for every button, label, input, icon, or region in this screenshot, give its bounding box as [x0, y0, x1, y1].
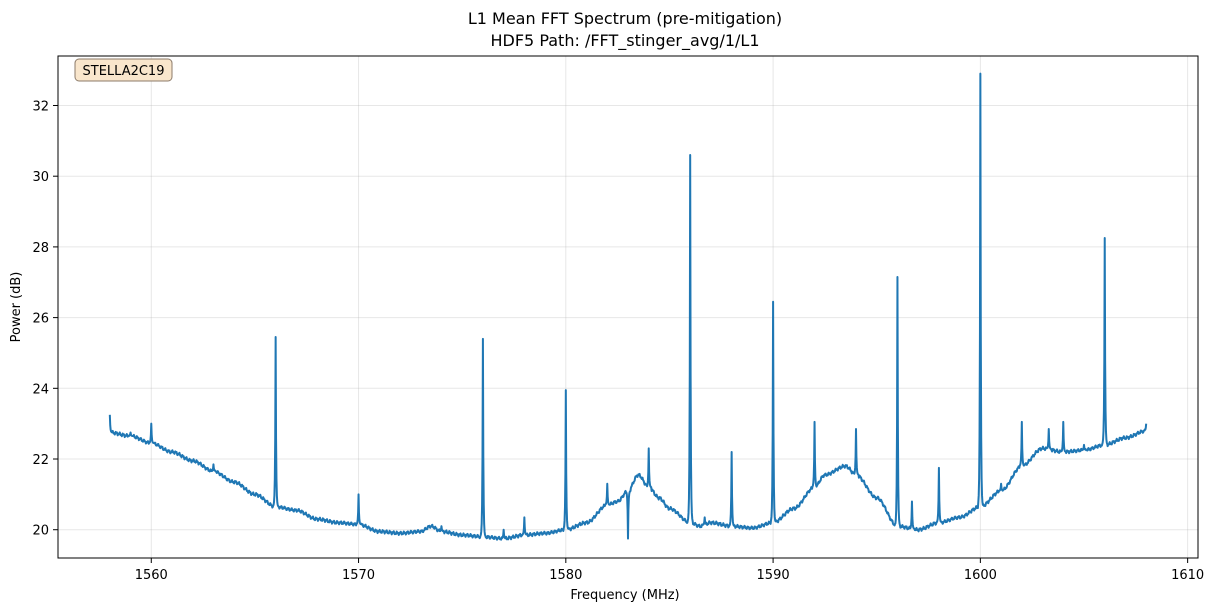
- axes-frame: [57, 55, 1199, 559]
- x-axis-ticks: 1560 1570 1580 1590 1600 1610: [135, 558, 1204, 583]
- station-annotation: STELLA2C19: [74, 58, 173, 82]
- y-axis-ticks: 20 22 24 26 28 30 32: [32, 99, 58, 539]
- y-tick-label: 24: [32, 382, 49, 397]
- series-line: [108, 72, 1148, 541]
- x-tick-label: 1590: [757, 568, 790, 583]
- plot-area: [108, 72, 1148, 541]
- chart-subtitle: HDF5 Path: /FFT_stinger_avg/1/L1: [491, 31, 760, 51]
- y-tick-label: 22: [32, 453, 49, 468]
- annotation-background: [74, 58, 173, 82]
- y-tick-label: 32: [32, 99, 49, 114]
- y-axis-label: Power (dB): [9, 272, 24, 343]
- x-tick-label: 1600: [964, 568, 997, 583]
- grid-lines: [58, 56, 1198, 558]
- x-tick-label: 1580: [549, 568, 582, 583]
- y-tick-label: 30: [32, 170, 49, 185]
- annotation-text: STELLA2C19: [83, 64, 165, 79]
- x-tick-label: 1610: [1171, 568, 1204, 583]
- x-tick-label: 1570: [342, 568, 375, 583]
- x-tick-label: 1560: [135, 568, 168, 583]
- y-tick-label: 20: [32, 524, 49, 539]
- y-tick-label: 28: [32, 241, 49, 256]
- y-tick-label: 26: [32, 312, 49, 327]
- chart-title: L1 Mean FFT Spectrum (pre-mitigation): [468, 9, 782, 28]
- x-axis-label: Frequency (MHz): [570, 588, 679, 603]
